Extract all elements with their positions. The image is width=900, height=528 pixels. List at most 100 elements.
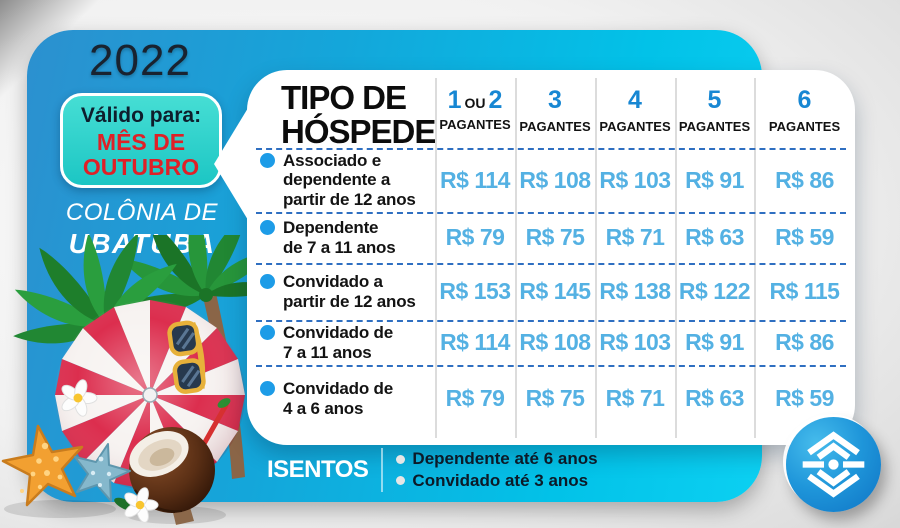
column-label: PAGANTES xyxy=(439,117,511,132)
price-cell: R$ 79 xyxy=(445,224,505,250)
row-label-line: Convidado de xyxy=(283,379,393,399)
row-label-line: partir de 12 anos xyxy=(283,291,416,311)
row-label-line: Associado e xyxy=(283,151,381,171)
column-divider xyxy=(595,78,597,438)
row-label-convidado-7-11: Convidado de 7 a 11 anos xyxy=(247,320,435,365)
price-cell: R$ 75 xyxy=(525,224,585,250)
club-snowflake-logo-icon xyxy=(786,417,881,512)
price-cell: R$ 91 xyxy=(685,329,744,355)
exemptions-section: ISENTOS Dependente até 6 anos Convidado … xyxy=(267,448,598,492)
column-label: PAGANTES xyxy=(678,119,751,134)
row-divider xyxy=(256,148,846,150)
snowflake-symbol xyxy=(802,431,865,498)
column-header-3-pagantes: 3 PAGANTES xyxy=(515,70,595,148)
row-label-line: partir de 12 anos xyxy=(283,189,416,209)
validity-month: MÊS DE OUTUBRO xyxy=(63,129,219,181)
bullet-icon xyxy=(260,325,275,341)
row-label-line: dependente a xyxy=(283,170,391,190)
row-label-convidado-4-6: Convidado de 4 a 6 anos xyxy=(247,365,435,432)
price-cell: R$ 71 xyxy=(605,385,665,411)
list-item: Convidado até 3 anos xyxy=(396,471,597,492)
column-divider xyxy=(435,78,437,438)
price-cell: R$ 138 xyxy=(599,278,671,304)
exemption-text: Dependente até 6 anos xyxy=(412,448,598,468)
price-cell: R$ 86 xyxy=(775,329,834,355)
price-table: TIPO DE HÓSPEDE 1 ou 2 PAGANTES 3 PAGANT… xyxy=(247,70,855,438)
validity-badge: Válido para: MÊS DE OUTUBRO xyxy=(60,93,222,188)
brand-line2: UBATUBA xyxy=(68,228,216,259)
row-divider xyxy=(256,320,846,322)
column-number: 5 xyxy=(707,86,722,114)
bullet-icon xyxy=(260,381,275,397)
year-label: 2022 xyxy=(89,36,191,85)
price-cell: R$ 86 xyxy=(775,166,834,193)
validity-month-line2: OUTUBRO xyxy=(82,154,200,181)
price-cell: R$ 63 xyxy=(685,385,744,411)
row-label-convidado-12: Convidado a partir de 12 anos xyxy=(247,263,435,320)
list-item: Dependente até 6 anos xyxy=(396,448,598,470)
table-title: TIPO DE HÓSPEDE xyxy=(247,70,436,150)
price-cell: R$ 75 xyxy=(525,385,585,411)
row-label-line: 7 a 11 anos xyxy=(283,342,372,362)
column-header-1-2-pagantes: 1 ou 2 PAGANTES xyxy=(435,70,515,148)
price-cell: R$ 79 xyxy=(445,385,505,411)
row-label-line: Convidado de xyxy=(283,323,393,343)
price-cell: R$ 108 xyxy=(519,166,591,193)
bullet-icon xyxy=(260,153,275,169)
column-number: 3 xyxy=(548,86,562,114)
row-label-line: Dependente xyxy=(283,218,379,238)
column-divider xyxy=(754,78,756,438)
row-divider xyxy=(256,212,846,214)
price-cell: R$ 59 xyxy=(775,224,834,250)
column-number: 2 xyxy=(488,86,503,114)
price-cell: R$ 91 xyxy=(685,166,744,193)
row-divider xyxy=(256,365,846,367)
bullet-icon xyxy=(260,220,275,236)
column-number: 1 xyxy=(447,86,462,114)
price-cell: R$ 71 xyxy=(605,224,665,250)
column-number: 4 xyxy=(628,86,642,114)
exemption-text: Convidado até 3 anos xyxy=(412,470,589,490)
row-label-line: de 7 a 11 anos xyxy=(283,237,396,257)
row-label-line: 4 a 6 anos xyxy=(283,398,364,418)
row-label-associado: Associado e dependente a partir de 12 an… xyxy=(247,148,435,212)
column-number: 6 xyxy=(797,86,812,114)
exemptions-title: ISENTOS xyxy=(267,456,369,483)
validity-month-line1: MÊS DE xyxy=(96,129,186,155)
column-label: PAGANTES xyxy=(599,119,671,134)
bullet-icon xyxy=(396,454,406,464)
table-title-line1: TIPO DE xyxy=(281,79,407,116)
price-cell: R$ 63 xyxy=(685,224,744,250)
validity-label: Válido para: xyxy=(80,104,202,127)
price-cell: R$ 122 xyxy=(678,278,751,304)
bullet-icon xyxy=(396,476,406,486)
price-cell: R$ 103 xyxy=(599,166,671,193)
speech-bubble-tail xyxy=(214,108,248,220)
price-cell: R$ 153 xyxy=(439,278,511,304)
exemptions-list: Dependente até 6 anos Convidado até 3 an… xyxy=(396,448,598,492)
row-divider xyxy=(256,263,846,265)
price-cell: R$ 114 xyxy=(440,166,510,193)
column-label: PAGANTES xyxy=(519,119,591,134)
table-title-line2: HÓSPEDE xyxy=(281,112,436,150)
price-cell: R$ 145 xyxy=(519,278,591,304)
row-label-line: Convidado a xyxy=(283,272,383,292)
price-cell: R$ 103 xyxy=(599,329,671,355)
price-cell: R$ 59 xyxy=(775,385,834,411)
brand-line1: COLÔNIA DE xyxy=(65,199,219,226)
column-header-6-pagantes: 6 PAGANTES xyxy=(754,70,855,148)
price-cell: R$ 114 xyxy=(440,329,510,355)
bullet-icon xyxy=(260,274,275,290)
column-divider xyxy=(515,78,517,438)
column-header-4-pagantes: 4 PAGANTES xyxy=(595,70,675,148)
column-header-5-pagantes: 5 PAGANTES xyxy=(675,70,754,148)
price-table-panel: TIPO DE HÓSPEDE 1 ou 2 PAGANTES 3 PAGANT… xyxy=(214,70,855,445)
column-divider xyxy=(675,78,677,438)
exemptions-divider xyxy=(381,448,384,492)
column-conjunction: ou xyxy=(464,95,486,111)
column-label: PAGANTES xyxy=(768,119,841,134)
price-cell: R$ 108 xyxy=(519,329,591,355)
row-label-dependente-7-11: Dependente de 7 a 11 anos xyxy=(247,212,435,263)
price-cell: R$ 115 xyxy=(769,278,840,304)
